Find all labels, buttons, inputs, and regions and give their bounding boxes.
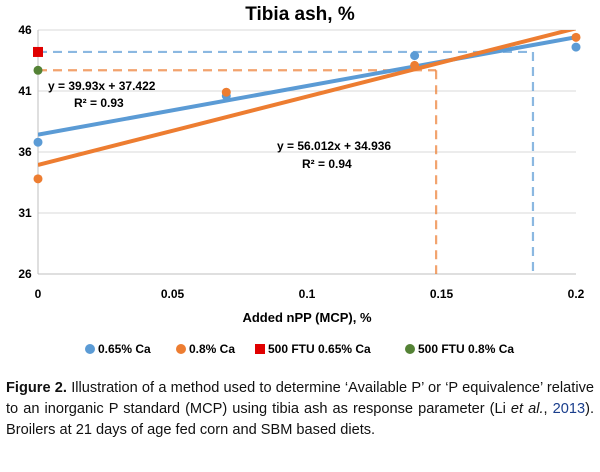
y-tick-label: 36 [18, 145, 32, 159]
caption-text-2: , [543, 401, 553, 417]
legend-label: 0.65% Ca [98, 342, 151, 356]
x-tick-label: 0 [35, 287, 42, 301]
figure-caption: Figure 2. Illustration of a method used … [6, 378, 594, 441]
legend-label: 500 FTU 0.8% Ca [418, 342, 514, 356]
trendline [38, 35, 576, 137]
trendline-equation-065: y = 39.93x + 37.422 [48, 79, 156, 93]
legend-marker [85, 344, 95, 354]
caption-text-3: ). Broilers at 21 days of age fed corn a… [6, 401, 594, 438]
trendline-r2-08: R² = 0.94 [302, 157, 352, 171]
legend-label: 500 FTU 0.65% Ca [268, 342, 371, 356]
y-tick-label: 26 [18, 267, 32, 281]
legend-marker [176, 344, 186, 354]
data-point [571, 32, 581, 42]
y-tick-label: 41 [18, 84, 32, 98]
trendline [38, 30, 576, 167]
data-point [571, 42, 581, 52]
caption-citation-year: 2013 [552, 401, 586, 417]
caption-italic: et al. [510, 401, 544, 417]
trendline-r2-065: R² = 0.93 [74, 96, 124, 110]
data-point-square [33, 46, 43, 57]
x-tick-label: 0.05 [161, 287, 185, 301]
data-point [33, 137, 43, 147]
legend-marker [405, 344, 415, 354]
data-point [410, 51, 420, 61]
caption-label: Figure 2. [6, 380, 67, 396]
data-point [410, 60, 420, 70]
data-point [221, 87, 231, 97]
y-tick-label: 46 [18, 23, 32, 37]
legend-marker [255, 344, 265, 354]
y-tick-label: 31 [18, 206, 32, 220]
x-tick-label: 0.2 [568, 287, 585, 301]
x-tick-label: 0.1 [299, 287, 316, 301]
legend-label: 0.8% Ca [189, 342, 235, 356]
x-axis-title: Added nPP (MCP), % [242, 310, 371, 325]
trendline-equation-08: y = 56.012x + 34.936 [277, 139, 391, 153]
caption-text-1: Illustration of a method used to determi… [6, 380, 594, 417]
tibia-ash-chart: Tibia ash, % 26 31 36 41 46 0 0.05 0.1 0.15 0.2 Add… [18, 4, 585, 356]
data-point [33, 65, 43, 75]
chart-title: Tibia ash, % [245, 4, 355, 25]
data-point [33, 174, 43, 184]
x-tick-label: 0.15 [430, 287, 454, 301]
